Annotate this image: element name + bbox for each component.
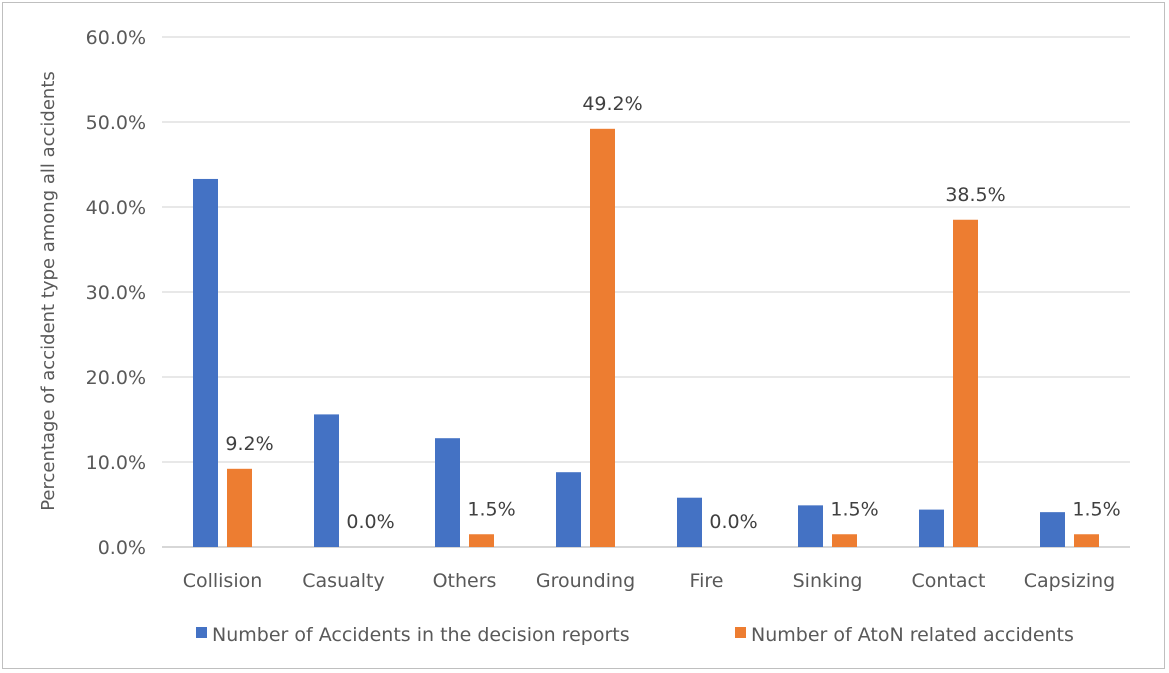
- bar-decision-reports: [556, 472, 581, 547]
- y-tick-label: 30.0%: [86, 282, 146, 304]
- y-axis-ticks: 0.0% 10.0% 20.0% 30.0% 40.0% 50.0% 60.0%: [86, 27, 146, 559]
- y-axis-label: Percentage of accident type among all ac…: [38, 71, 59, 511]
- bar-aton-related: [832, 534, 857, 547]
- bars: [193, 128, 1099, 548]
- bar-aton-related: [590, 128, 615, 548]
- x-tick-label: Contact: [912, 570, 986, 592]
- data-label: 49.2%: [582, 93, 642, 115]
- x-tick-label: Fire: [690, 570, 724, 592]
- y-tick-label: 50.0%: [86, 112, 146, 134]
- data-label: 1.5%: [830, 498, 878, 520]
- y-tick-label: 40.0%: [86, 197, 146, 219]
- legend: Number of Accidents in the decision repo…: [196, 624, 1074, 646]
- bar-aton-related: [1074, 534, 1099, 547]
- x-tick-label: Grounding: [536, 570, 635, 592]
- data-label: 1.5%: [1072, 498, 1120, 520]
- bar-aton-related: [227, 468, 252, 547]
- bar-decision-reports: [919, 509, 944, 547]
- bar-decision-reports: [798, 505, 823, 547]
- x-axis-ticks: Collision Casualty Others Grounding Fire Sink…: [183, 570, 1116, 592]
- legend-swatch: [196, 627, 207, 638]
- data-label: 1.5%: [467, 498, 515, 520]
- x-tick-label: Capsizing: [1024, 570, 1116, 592]
- bar-decision-reports: [435, 438, 460, 547]
- x-tick-label: Sinking: [793, 570, 863, 592]
- bar-decision-reports: [314, 414, 339, 547]
- gridlines: [162, 36, 1130, 548]
- y-tick-label: 10.0%: [86, 452, 146, 474]
- data-label: 0.0%: [709, 511, 757, 533]
- legend-label: Number of Accidents in the decision repo…: [212, 624, 630, 646]
- bar-aton-related: [469, 534, 494, 547]
- legend-swatch: [735, 627, 746, 638]
- bar-decision-reports: [1040, 512, 1065, 547]
- bar-decision-reports: [677, 497, 702, 547]
- y-tick-label: 60.0%: [86, 27, 146, 49]
- y-tick-label: 0.0%: [98, 537, 146, 559]
- legend-label: Number of AtoN related accidents: [751, 624, 1074, 646]
- x-tick-label: Collision: [183, 570, 263, 592]
- bar-decision-reports: [193, 178, 218, 547]
- x-tick-label: Others: [433, 570, 497, 592]
- y-tick-label: 20.0%: [86, 367, 146, 389]
- bar-aton-related: [953, 219, 978, 547]
- data-labels: 9.2% 0.0% 1.5% 49.2% 0.0% 1.5% 38.5% 1.5%: [225, 93, 1120, 533]
- x-tick-label: Casualty: [302, 570, 384, 592]
- data-label: 9.2%: [225, 433, 273, 455]
- data-label: 0.0%: [346, 511, 394, 533]
- data-label: 38.5%: [945, 184, 1005, 206]
